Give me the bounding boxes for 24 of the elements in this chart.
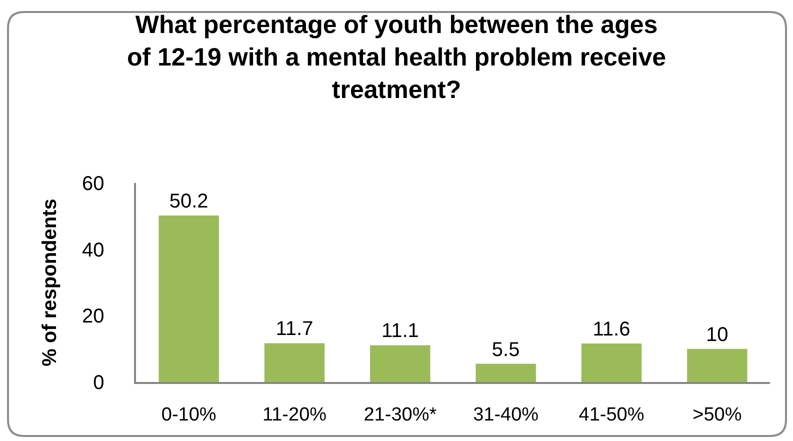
data-label: 11.7 <box>276 318 314 340</box>
data-label: 11.1 <box>381 320 419 342</box>
y-tick-label: 40 <box>82 239 104 262</box>
bar <box>581 344 642 382</box>
x-tick-label: 21-30%* <box>364 404 438 426</box>
x-tick-label: >50% <box>692 404 742 426</box>
y-tick-label: 60 <box>82 173 104 195</box>
data-label: 5.5 <box>492 338 520 361</box>
bar <box>687 348 748 382</box>
x-tick-label: 41-50% <box>578 404 644 426</box>
bar <box>370 345 430 382</box>
y-tick-label: 0 <box>93 372 104 394</box>
data-label: 50.2 <box>169 190 208 212</box>
bar <box>264 343 325 382</box>
x-tick-label: 0-10% <box>161 404 216 426</box>
y-axis-title: % of respondents <box>39 198 61 366</box>
bar <box>158 216 219 382</box>
y-tick-label: 20 <box>82 306 104 328</box>
data-label: 11.6 <box>592 318 630 341</box>
x-tick-label: 11-20% <box>262 404 327 426</box>
x-tick-label: 31-40% <box>473 404 539 426</box>
chart-title: What percentage of youth between the ages of 12-19 with a mental health problem receive treatment? <box>126 11 666 104</box>
bar <box>476 364 536 382</box>
data-label: 10 <box>706 324 728 346</box>
